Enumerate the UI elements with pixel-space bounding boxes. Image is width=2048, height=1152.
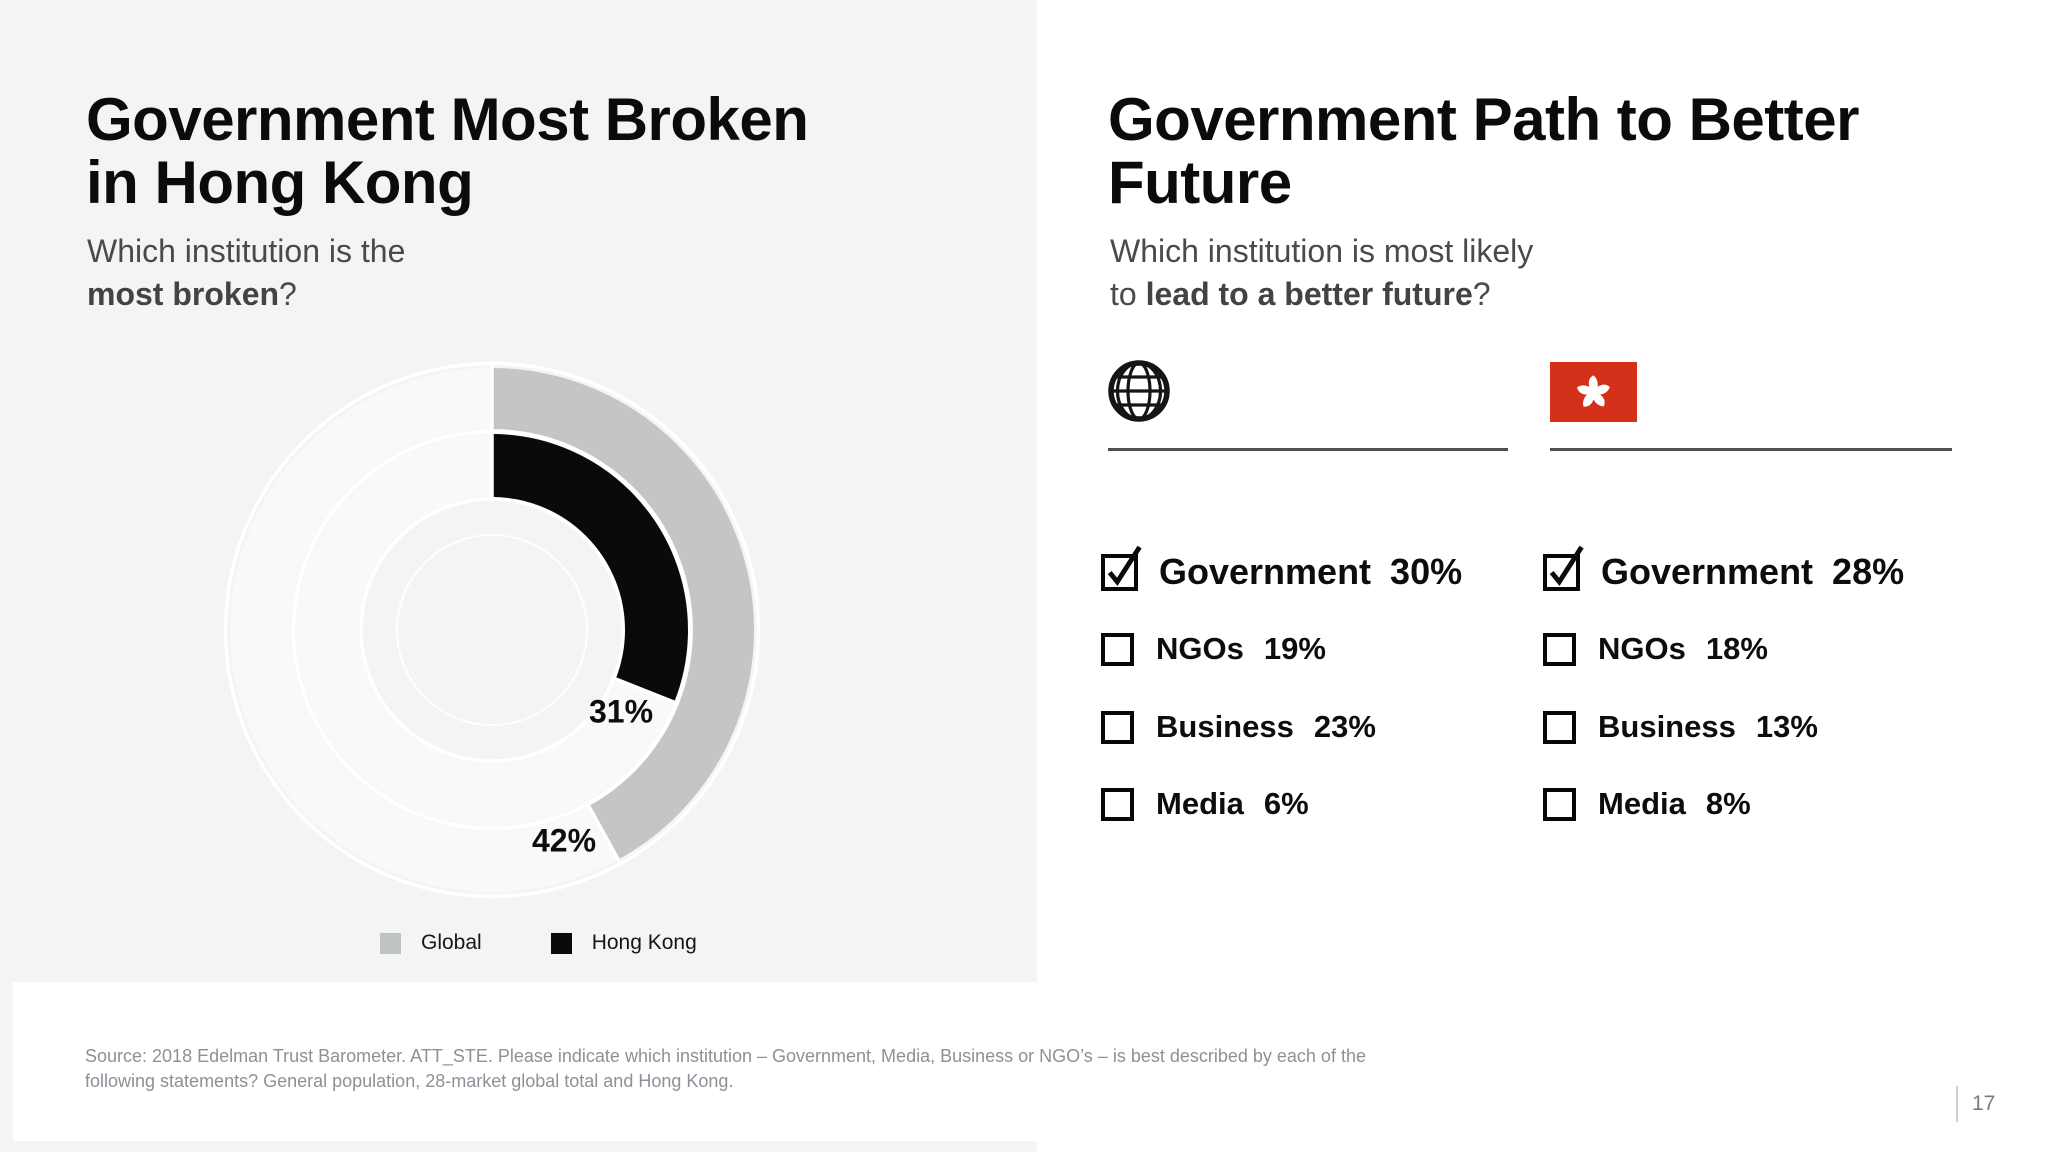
hk-choice-business: Business 13% (1543, 708, 1818, 746)
source-line1: Source: 2018 Edelman Trust Barometer. AT… (85, 1046, 1366, 1066)
source-note: Source: 2018 Edelman Trust Barometer. AT… (85, 1044, 1366, 1094)
checkbox-unchecked-icon (1543, 632, 1576, 666)
bauhinia-flower (1575, 375, 1611, 410)
right-subtitle: Which institution is most likely to lead… (1110, 230, 1533, 316)
page-number-separator (1956, 1086, 1958, 1122)
checkbox-unchecked-icon (1101, 632, 1134, 666)
checkbox-checked-icon (1543, 545, 1584, 591)
hk-choice-government: Government 28% (1543, 545, 1904, 593)
left-panel-background (0, 0, 1037, 1152)
decorative-inner-circle (396, 534, 588, 726)
checkbox-unchecked-icon (1101, 787, 1134, 821)
hong-kong-legend-swatch (550, 932, 572, 954)
right-title-line1: Government Path to Better (1108, 86, 1859, 153)
hk-choice-media: Media 8% (1543, 785, 1751, 823)
global-column-underline (1108, 448, 1508, 451)
right-subtitle-line2: to lead to a better future? (1110, 276, 1491, 312)
global-legend-swatch (380, 932, 401, 954)
right-subtitle-line1: Which institution is most likely (1110, 233, 1534, 269)
global-choice-business: Business 23% (1101, 708, 1376, 746)
left-subtitle-line1: Which institution is the (87, 233, 406, 269)
right-title: Government Path to Better Future (1108, 88, 1859, 214)
left-title-line1: Government Most Broken (86, 86, 809, 153)
page-number: 17 (1972, 1092, 1996, 1115)
hong-kong-column-underline (1550, 448, 1952, 451)
globe-icon (1108, 360, 1170, 422)
arc-cut-lines (490, 361, 680, 867)
right-panel-background (1037, 0, 2048, 1152)
left-title: Government Most Broken in Hong Kong (86, 86, 809, 216)
global-choice-government: Government 30% (1101, 545, 1462, 593)
ring-separator-hole (359, 497, 625, 763)
left-title-line2: in Hong Kong (86, 149, 474, 216)
footer-background (13, 982, 2048, 1141)
global-legend-label: Global (421, 931, 482, 954)
chart-legend: Global Hong Kong (380, 931, 697, 955)
hk-choice-ngos: NGOs 18% (1543, 630, 1768, 668)
left-subtitle: Which institution is the most broken? (87, 230, 405, 316)
left-subtitle-line2: most broken? (87, 276, 297, 312)
global-choice-ngos: NGOs 19% (1101, 630, 1326, 668)
source-line2: following statements? General population… (85, 1071, 734, 1091)
hong-kong-legend-label: Hong Kong (591, 931, 697, 954)
hong-kong-value-label: 31% (588, 693, 654, 730)
donut-chart (223, 361, 761, 899)
global-choice-media: Media 6% (1101, 785, 1309, 823)
checkbox-unchecked-icon (1543, 787, 1576, 821)
right-title-line2: Future (1108, 149, 1292, 216)
checkbox-checked-icon (1101, 545, 1142, 591)
checkbox-unchecked-icon (1543, 710, 1576, 744)
checkbox-unchecked-icon (1101, 710, 1134, 744)
hong-kong-flag-icon (1550, 362, 1637, 422)
global-value-label: 42% (531, 822, 597, 859)
